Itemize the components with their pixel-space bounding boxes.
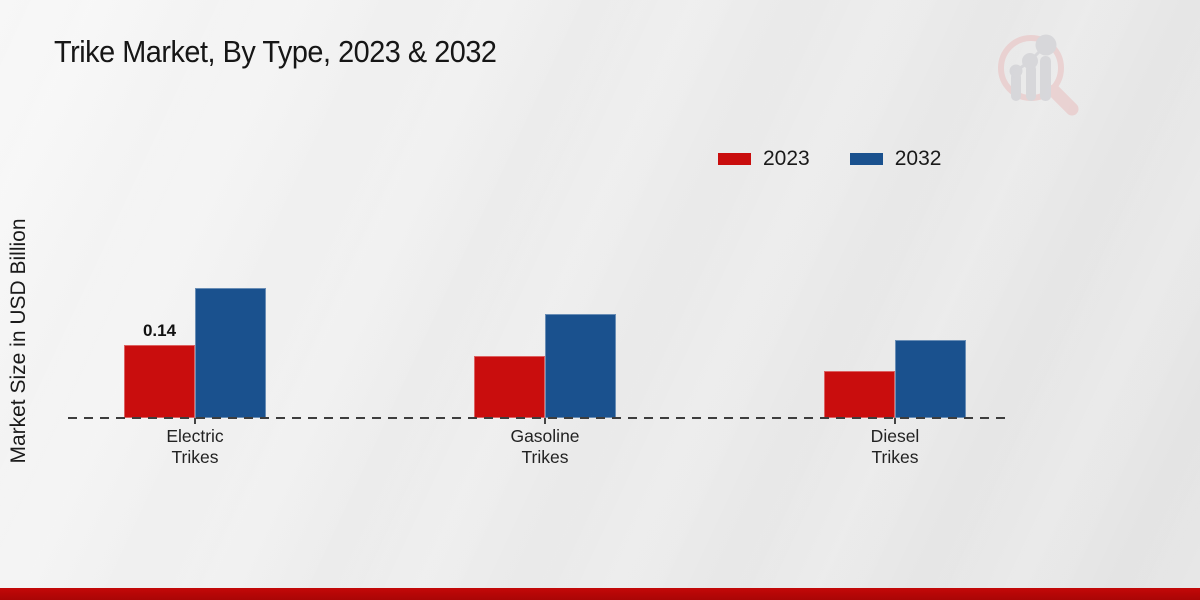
bar-2032-electric-trikes — [195, 288, 266, 418]
category-label-diesel-trikes: Diesel Trikes — [870, 426, 920, 467]
x-axis-tick-electric-trikes — [194, 418, 196, 424]
category-label-electric-trikes: Electric Trikes — [166, 426, 224, 467]
legend-swatch-2023 — [718, 153, 751, 165]
legend-item-2023: 2023 — [718, 147, 810, 171]
x-axis-tick-diesel-trikes — [894, 418, 896, 424]
chart-title: Trike Market, By Type, 2023 & 2032 — [54, 34, 497, 69]
mrfr-logo-watermark — [998, 34, 1079, 116]
legend-label-2032: 2032 — [894, 147, 942, 170]
value-label-2023-electric-trikes: 0.14 — [142, 321, 177, 340]
bar-2023-electric-trikes — [124, 345, 195, 418]
bar-2023-diesel-trikes — [824, 371, 895, 418]
category-label-gasoline-trikes: Gasoline Trikes — [510, 426, 580, 467]
legend-label-2023: 2023 — [763, 147, 810, 170]
legend-swatch-2032 — [849, 153, 883, 165]
bar-2023-gasoline-trikes — [474, 356, 545, 418]
bar-2032-diesel-trikes — [895, 340, 966, 418]
bar-2032-gasoline-trikes — [545, 314, 616, 418]
legend-item-2032: 2032 — [849, 147, 942, 171]
footer-red-bar — [0, 588, 1200, 600]
x-axis-baseline — [68, 417, 1007, 419]
x-axis-tick-gasoline-trikes — [544, 418, 546, 424]
legend: 2023 2032 — [718, 147, 941, 171]
